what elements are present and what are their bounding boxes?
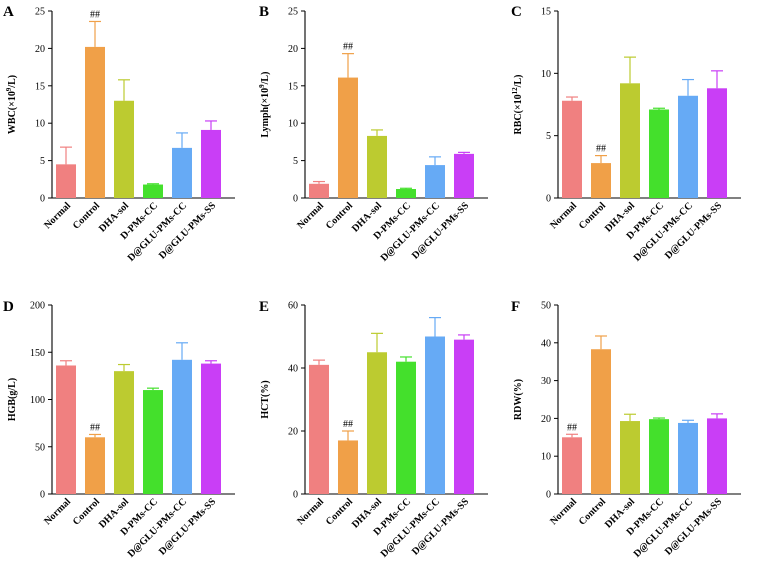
y-tick-label: 100 bbox=[30, 395, 45, 406]
bar bbox=[367, 135, 387, 198]
panel-letter: F bbox=[511, 299, 520, 315]
panel-letter: B bbox=[259, 4, 269, 20]
bar bbox=[201, 363, 221, 494]
bar bbox=[172, 147, 192, 198]
bar bbox=[396, 189, 416, 198]
y-tick-label: 0 bbox=[40, 490, 45, 501]
chart-panel-d: D050100150200HGB(g/L)Normal##ControlDHA-… bbox=[3, 299, 235, 560]
y-tick-label: 150 bbox=[30, 348, 45, 359]
bar bbox=[367, 352, 387, 494]
panel-letter: E bbox=[259, 299, 269, 315]
bar bbox=[114, 100, 134, 198]
bar bbox=[396, 361, 416, 494]
bar bbox=[338, 77, 358, 198]
y-tick-label: 0 bbox=[546, 490, 551, 501]
y-tick-label: 30 bbox=[541, 376, 551, 387]
y-tick-label: 5 bbox=[293, 156, 298, 167]
panel-letter: A bbox=[3, 4, 14, 20]
bar bbox=[85, 46, 105, 199]
chart-panel-b: B0510152025Lymph(×109/L)Normal##ControlD… bbox=[258, 4, 488, 264]
y-tick-label: 20 bbox=[288, 427, 298, 438]
y-axis-label: RBC(×1012/L) bbox=[511, 75, 524, 135]
bar bbox=[649, 419, 669, 494]
y-tick-label: 20 bbox=[35, 44, 45, 55]
y-tick-label: 10 bbox=[541, 452, 551, 463]
bar bbox=[425, 336, 445, 494]
y-tick-label: 200 bbox=[30, 301, 45, 312]
bar bbox=[114, 371, 134, 494]
panel-letter: C bbox=[511, 4, 522, 20]
y-tick-label: 20 bbox=[288, 44, 298, 55]
y-tick-label: 5 bbox=[546, 131, 551, 142]
y-tick-label: 10 bbox=[288, 119, 298, 130]
bar bbox=[309, 364, 329, 494]
chart-panel-a: A0510152025WBC(×109/L)Normal##ControlDHA… bbox=[3, 4, 235, 264]
bar bbox=[172, 359, 192, 494]
bar bbox=[562, 100, 582, 198]
bar bbox=[309, 183, 329, 198]
y-axis-label: RDW(%) bbox=[513, 379, 524, 420]
y-tick-label: 60 bbox=[288, 301, 298, 312]
y-tick-label: 5 bbox=[40, 156, 45, 167]
panel-letter: D bbox=[3, 299, 14, 315]
y-tick-label: 15 bbox=[541, 7, 551, 18]
category-label: Normal bbox=[548, 496, 579, 527]
bar bbox=[620, 421, 640, 494]
bar bbox=[338, 440, 358, 494]
y-tick-label: 40 bbox=[288, 364, 298, 375]
chart-panel-e: E0204060HCT(%)Normal##ControlDHA-solD-PM… bbox=[259, 299, 488, 560]
category-label: Normal bbox=[42, 496, 73, 527]
bar bbox=[56, 365, 76, 494]
y-tick-label: 50 bbox=[35, 442, 45, 453]
chart-panel-f: F01020304050RDW(%)##NormalControlDHA-sol… bbox=[511, 299, 741, 560]
bar bbox=[678, 422, 698, 494]
y-tick-label: 10 bbox=[35, 119, 45, 130]
y-tick-label: 50 bbox=[541, 301, 551, 312]
bar bbox=[620, 83, 640, 198]
significance-marker: ## bbox=[343, 42, 353, 53]
bar bbox=[562, 437, 582, 494]
significance-marker: ## bbox=[90, 422, 100, 433]
y-tick-label: 15 bbox=[35, 81, 45, 92]
bar bbox=[649, 109, 669, 198]
category-label: Normal bbox=[295, 200, 326, 231]
significance-marker: ## bbox=[567, 422, 577, 433]
y-tick-label: 40 bbox=[541, 338, 551, 349]
bar bbox=[425, 165, 445, 198]
bar bbox=[56, 164, 76, 198]
y-tick-label: 0 bbox=[293, 194, 298, 205]
bar bbox=[143, 390, 163, 494]
bar bbox=[591, 163, 611, 198]
y-axis-label: Lymph(×109/L) bbox=[258, 72, 271, 138]
significance-marker: ## bbox=[596, 144, 606, 155]
y-tick-label: 25 bbox=[35, 7, 45, 18]
bar bbox=[707, 418, 727, 494]
y-axis-label: HGB(g/L) bbox=[7, 378, 18, 421]
bar bbox=[591, 349, 611, 494]
bar bbox=[454, 339, 474, 494]
y-tick-label: 15 bbox=[288, 81, 298, 92]
y-tick-label: 10 bbox=[541, 69, 551, 80]
y-axis-label: WBC(×109/L) bbox=[5, 75, 18, 134]
bar bbox=[143, 184, 163, 198]
bar bbox=[707, 88, 727, 198]
bar bbox=[678, 95, 698, 198]
bar bbox=[85, 437, 105, 494]
y-tick-label: 0 bbox=[546, 194, 551, 205]
category-label: Normal bbox=[42, 200, 73, 231]
category-label: Normal bbox=[548, 200, 579, 231]
significance-marker: ## bbox=[90, 9, 100, 20]
y-tick-label: 0 bbox=[40, 194, 45, 205]
y-tick-label: 0 bbox=[293, 490, 298, 501]
significance-marker: ## bbox=[343, 419, 353, 430]
bar bbox=[454, 153, 474, 198]
y-axis-label: HCT(%) bbox=[260, 380, 271, 418]
category-label: Normal bbox=[295, 496, 326, 527]
y-tick-label: 20 bbox=[541, 414, 551, 425]
bar bbox=[201, 129, 221, 198]
y-tick-label: 25 bbox=[288, 7, 298, 18]
chart-panel-c: C051015RBC(×1012/L)Normal##ControlDHA-so… bbox=[511, 4, 741, 264]
